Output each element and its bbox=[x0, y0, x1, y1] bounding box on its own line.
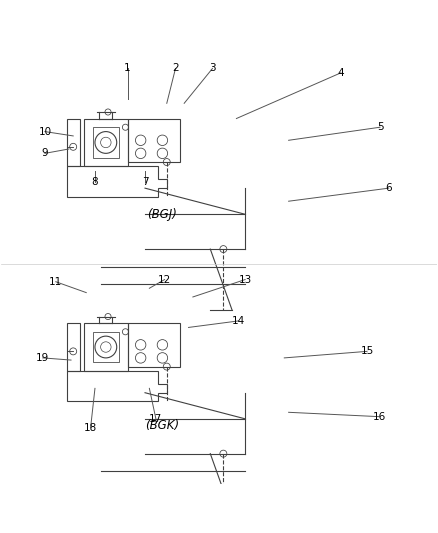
Text: 8: 8 bbox=[92, 176, 98, 187]
Text: 9: 9 bbox=[42, 148, 48, 158]
Text: 14: 14 bbox=[232, 316, 245, 326]
Text: 10: 10 bbox=[39, 126, 52, 136]
Text: 5: 5 bbox=[377, 122, 383, 132]
Text: 1: 1 bbox=[124, 63, 131, 74]
Text: 13: 13 bbox=[238, 274, 252, 285]
Text: 18: 18 bbox=[84, 423, 97, 433]
Text: (BGK): (BGK) bbox=[145, 419, 180, 432]
Text: 6: 6 bbox=[385, 183, 392, 193]
Text: 3: 3 bbox=[209, 63, 216, 74]
Text: 11: 11 bbox=[49, 277, 63, 287]
Text: 17: 17 bbox=[149, 414, 162, 424]
Text: 2: 2 bbox=[172, 63, 179, 74]
Text: 15: 15 bbox=[360, 346, 374, 357]
Text: (BGJ): (BGJ) bbox=[148, 208, 177, 221]
Text: 12: 12 bbox=[158, 274, 171, 285]
Text: 7: 7 bbox=[142, 176, 148, 187]
Text: 4: 4 bbox=[338, 68, 344, 78]
Text: 16: 16 bbox=[373, 411, 386, 422]
Text: 19: 19 bbox=[36, 353, 49, 363]
